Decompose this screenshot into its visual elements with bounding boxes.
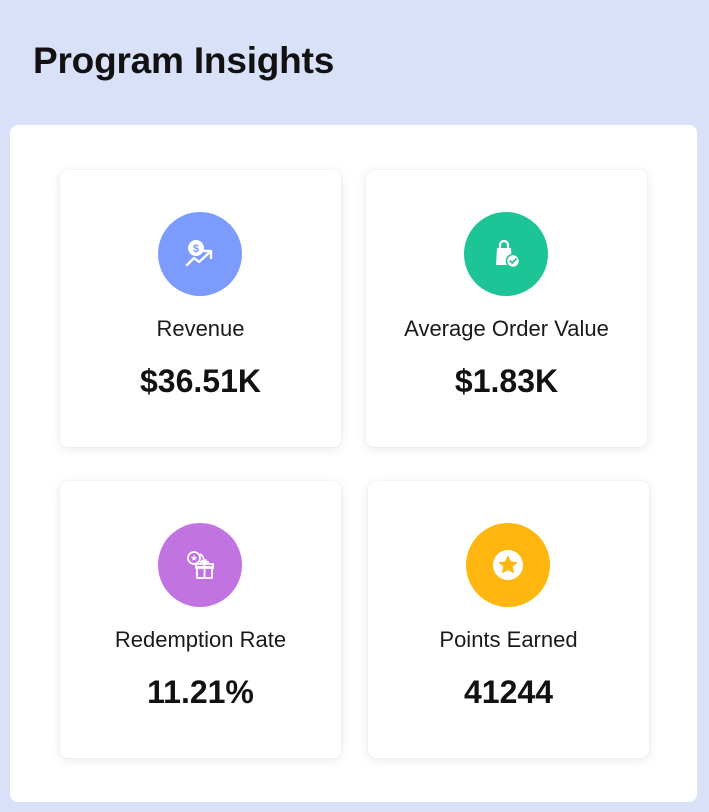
points-earned-card: Points Earned 41244 — [368, 481, 649, 758]
svg-text:$: $ — [193, 243, 199, 255]
star-badge-icon — [466, 523, 550, 607]
redemption-rate-value: 11.21% — [147, 674, 254, 710]
redemption-rate-card: Redemption Rate 11.21% — [60, 481, 341, 758]
revenue-value: $36.51K — [140, 363, 261, 399]
page-title: Program Insights — [33, 40, 335, 81]
revenue-label: Revenue — [156, 316, 245, 341]
redemption-rate-label: Redemption Rate — [114, 627, 287, 652]
revenue-card: $ Revenue $36.51K — [60, 170, 341, 447]
revenue-icon: $ — [158, 212, 242, 296]
average-order-value-label: Average Order Value — [404, 316, 609, 341]
points-earned-label: Points Earned — [439, 627, 578, 652]
average-order-value-value: $1.83K — [454, 363, 559, 399]
points-earned-value: 41244 — [464, 674, 553, 710]
shopping-bag-check-icon — [464, 212, 548, 296]
average-order-value-card: Average Order Value $1.83K — [366, 170, 647, 447]
gift-redeem-icon — [158, 523, 242, 607]
insights-panel: $ Revenue $36.51K Average Order Value $1… — [10, 125, 697, 802]
